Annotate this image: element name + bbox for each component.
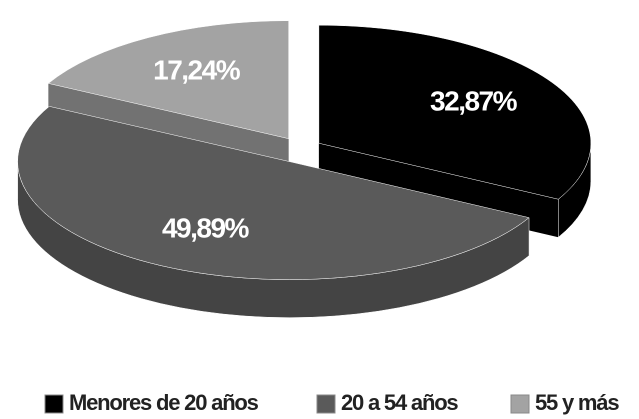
slice [318,24,592,200]
legend-swatch [316,394,336,414]
legend-swatch [44,394,64,414]
slice-tops [17,20,592,280]
slice [17,106,530,280]
data-label: 17,24% [153,54,241,85]
legend-label: 55 y más [535,390,619,415]
slice [47,20,289,140]
legend-label: Menores de 20 años [69,390,259,415]
data-label: 32,87% [430,86,518,117]
legend-label: 20 a 54 años [341,390,458,415]
data-label: 49,89% [162,213,250,244]
legend-swatch [510,394,530,414]
